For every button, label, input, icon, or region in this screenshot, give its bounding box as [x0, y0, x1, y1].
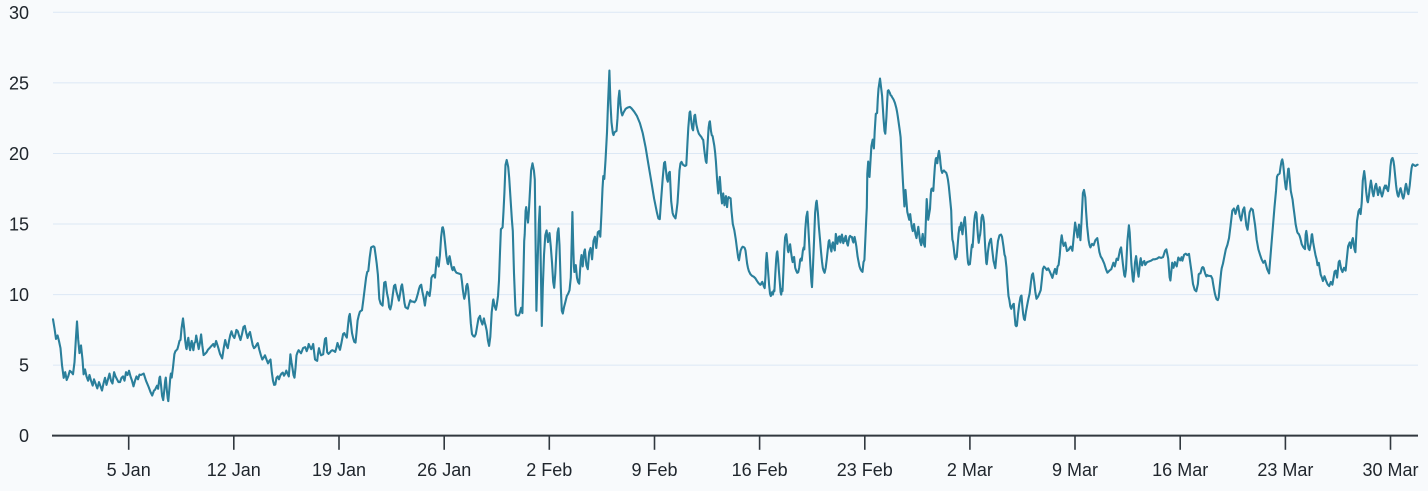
svg-text:23 Mar: 23 Mar: [1257, 460, 1313, 480]
svg-text:5: 5: [19, 356, 29, 376]
svg-text:23 Feb: 23 Feb: [837, 460, 893, 480]
svg-text:25: 25: [9, 73, 29, 93]
svg-text:5 Jan: 5 Jan: [107, 460, 151, 480]
svg-text:2 Feb: 2 Feb: [526, 460, 572, 480]
svg-text:30 Mar: 30 Mar: [1362, 460, 1418, 480]
svg-text:19 Jan: 19 Jan: [312, 460, 366, 480]
svg-text:20: 20: [9, 144, 29, 164]
svg-text:10: 10: [9, 285, 29, 305]
svg-text:16 Feb: 16 Feb: [732, 460, 788, 480]
svg-text:15: 15: [9, 215, 29, 235]
svg-text:2 Mar: 2 Mar: [947, 460, 993, 480]
svg-text:12 Jan: 12 Jan: [207, 460, 261, 480]
svg-text:16 Mar: 16 Mar: [1152, 460, 1208, 480]
svg-text:26 Jan: 26 Jan: [417, 460, 471, 480]
svg-text:30: 30: [9, 3, 29, 23]
svg-text:0: 0: [19, 426, 29, 446]
svg-text:9 Feb: 9 Feb: [631, 460, 677, 480]
svg-text:9 Mar: 9 Mar: [1052, 460, 1098, 480]
